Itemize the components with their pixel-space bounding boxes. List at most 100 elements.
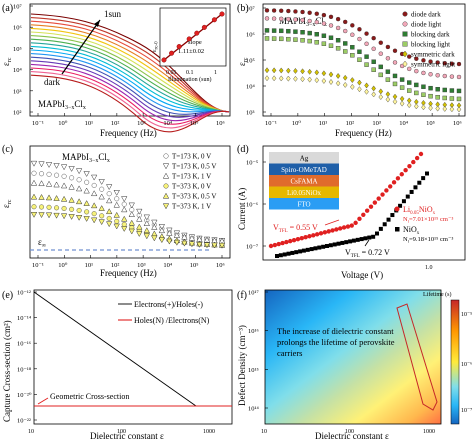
panel-c-point: [39, 171, 45, 177]
panel-d-red-point: [330, 228, 335, 233]
panel-d-red-point: [284, 239, 289, 245]
panel-c-point: [60, 182, 68, 189]
panel-b-point: [343, 41, 348, 46]
panel-b-point: [279, 28, 284, 34]
panel-b-legend-marker: [402, 41, 408, 47]
panel-b-point: [286, 67, 291, 74]
panel-b-point: [385, 96, 391, 103]
panel-c-legend-marker: [162, 192, 170, 199]
panel-c-point: [99, 186, 105, 192]
panel-b-point: [378, 72, 383, 78]
panel-a-inset-slope: slope: [188, 39, 202, 46]
panel-d-red-point: [291, 237, 297, 243]
panel-d-black-point: [309, 247, 314, 252]
panel-b-point: [428, 85, 433, 91]
panel-d-vtfl-black: VTFL = 0.72 V: [345, 248, 390, 259]
panel-b-point: [414, 56, 419, 61]
panel-d-red-point: [276, 241, 281, 247]
panel-f-y-ticks: 10¹⁷ 10¹⁶ 10¹⁵ 10¹⁴: [248, 290, 268, 413]
panel-d-black-point: [301, 248, 306, 253]
panel-d-red-point: [395, 176, 401, 181]
panel-b-legend-label: blocking light: [411, 41, 450, 49]
panel-a-inset-points: [161, 11, 225, 63]
panel-b-point: [350, 23, 355, 28]
panel-b-point: [307, 18, 312, 24]
x-tick-label: 10⁰: [58, 120, 68, 127]
panel-d-black-point: [286, 251, 291, 256]
panel-c-point: [106, 208, 113, 215]
panel-c-point: [46, 204, 52, 210]
panel-d-plot: (d) Ag Spiro-OMeTAD CsFAMA Li0.05NiOx FTO Li…: [237, 144, 466, 280]
panel-b-point: [449, 96, 455, 101]
panel-d-black-density: Nt=9.18×10¹⁵ cm⁻³: [403, 236, 453, 244]
panel-d-red-point: [380, 192, 385, 197]
panel-c-point: [83, 171, 90, 178]
panel-a-y-ticks: 10⁷ 10⁶ 10⁵ 10⁴ 10³ 10²: [13, 4, 33, 117]
panel-b-point: [300, 17, 305, 23]
panel-d-black-point: [378, 226, 383, 231]
panel-b-point: [321, 41, 327, 46]
panel-a-curve: [30, 63, 230, 122]
panel-b-point: [307, 30, 312, 36]
panel-c-point: [121, 201, 127, 207]
panel-b-point: [264, 36, 270, 41]
panel-b-point: [378, 40, 383, 45]
panel-e-geometric-arrow: [37, 397, 49, 405]
panel-b-point: [449, 88, 455, 93]
panel-d-red-point: [418, 151, 424, 157]
panel-b-point: [314, 77, 320, 84]
panel-b-point: [293, 75, 298, 82]
panel-a-curve: [30, 24, 230, 113]
panel-c-point: [98, 219, 105, 226]
panel-c-point: [113, 211, 120, 218]
panel-a-curve: [30, 35, 230, 113]
panel-b-legend-label: blocking dark: [411, 31, 450, 39]
panel-a-curve: [30, 17, 230, 113]
panel-b-point: [293, 29, 298, 34]
y-tick-label: 10⁴: [246, 84, 256, 91]
panel-e: (e) Electrons(+)/Holes(-) Holes(N) /Elec…: [0, 282, 237, 441]
panel-b-point: [385, 91, 391, 98]
panel-b-point: [321, 12, 327, 18]
panel-d-x-tick: 1.0: [425, 265, 433, 271]
panel-a-curve: [30, 74, 230, 133]
panel-b-point: [300, 38, 305, 43]
panel-b-point: [399, 85, 405, 90]
panel-b-point: [428, 93, 433, 99]
panel-c-legend-marker: [162, 172, 170, 179]
x-tick-label: 10⁵: [190, 120, 199, 127]
x-tick-label: 10⁻¹: [265, 120, 277, 127]
panel-c-point: [60, 195, 68, 202]
panel-b-point: [321, 21, 327, 26]
panel-b-legend-marker: [402, 31, 408, 37]
panel-c-point: [90, 174, 98, 181]
panel-b-point: [350, 83, 355, 90]
panel-b-point: [357, 27, 362, 32]
panel-a-inset-point: [201, 24, 207, 30]
y-tick-label: 10³: [13, 88, 22, 95]
panel-b-point: [300, 9, 305, 15]
y-tick-label: 10⁷: [13, 4, 22, 11]
y-tick-label: 10¹⁵: [248, 367, 259, 374]
panel-c-point: [143, 233, 150, 240]
inset-x-tick: 0.01: [166, 70, 177, 76]
panel-b-point: [314, 32, 319, 37]
panel-d-red-point: [288, 238, 293, 244]
panel-c-point: [75, 168, 83, 175]
panel-a-inset-point: [219, 11, 225, 17]
panel-c-point: [136, 223, 143, 230]
panel-b-point: [328, 79, 334, 85]
x-tick-label: 10²: [346, 120, 355, 127]
panel-d-red-point: [303, 235, 308, 240]
panel-d-frame: [262, 145, 466, 261]
panel-b-point: [328, 14, 334, 20]
panel-a-curve: [30, 67, 230, 125]
panel-b-point: [300, 76, 305, 83]
panel-c-legend-label: T=173 K, 0.5 V: [172, 163, 216, 171]
panel-b-point: [407, 66, 412, 72]
panel-b-point: [421, 84, 426, 89]
panel-a-inset-point: [186, 36, 192, 42]
panel-b-point: [321, 78, 327, 84]
panel-b-point: [335, 38, 341, 43]
panel-a: (a) 1sun dark MAPbI3−xClx slope 1.11±0.0…: [0, 0, 237, 142]
